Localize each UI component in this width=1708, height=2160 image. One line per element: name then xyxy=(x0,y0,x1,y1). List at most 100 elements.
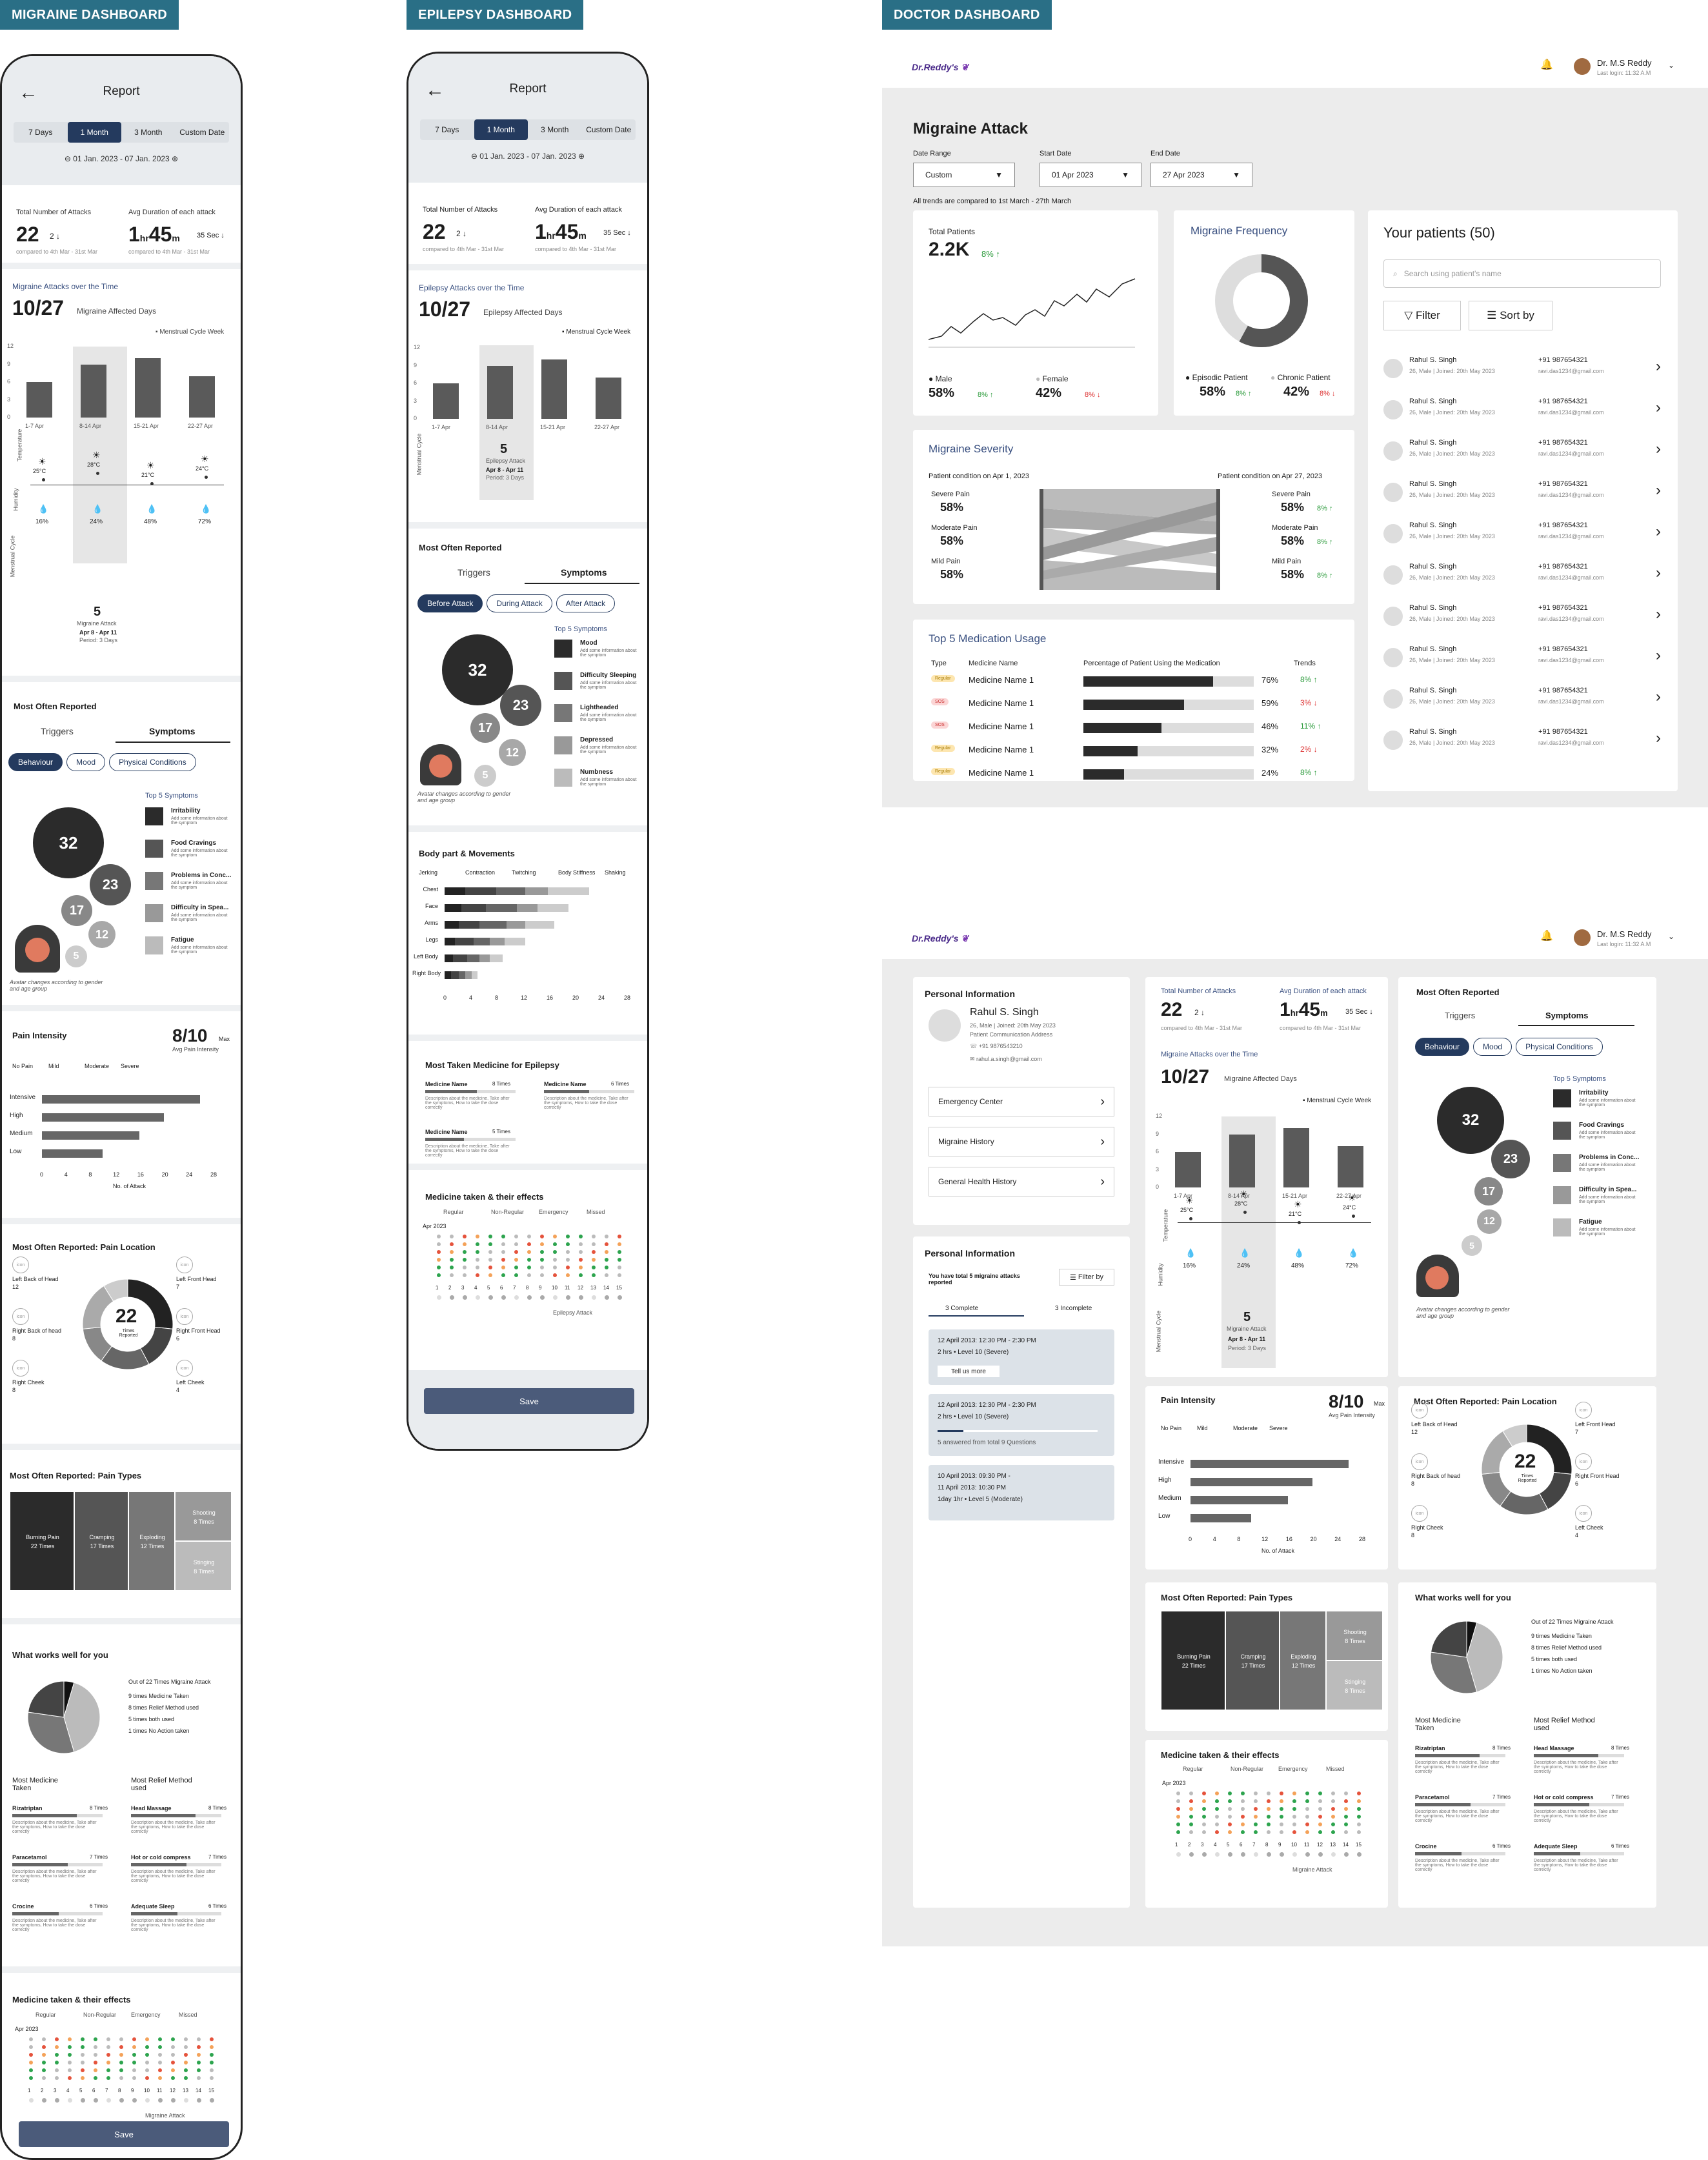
week-bar[interactable] xyxy=(1283,1128,1309,1187)
body-segment[interactable] xyxy=(507,921,525,929)
body-segment[interactable] xyxy=(525,887,548,895)
pill-mood[interactable]: Mood xyxy=(66,753,106,771)
pain-bar[interactable] xyxy=(42,1095,201,1104)
attack-card[interactable]: 12 April 2013: 12:30 PM - 2:30 PM 2 hrs •… xyxy=(929,1394,1114,1456)
pill-physical[interactable]: Physical Conditions xyxy=(1516,1038,1603,1056)
location-slice[interactable] xyxy=(103,1278,128,1302)
save-button[interactable]: Save xyxy=(19,2121,229,2147)
week-bar[interactable] xyxy=(487,365,513,419)
tab-custom[interactable]: Custom Date xyxy=(586,125,632,134)
body-segment[interactable] xyxy=(455,938,474,945)
body-segment[interactable] xyxy=(490,954,503,962)
pain-type-tile[interactable]: Exploding 12 Times xyxy=(128,1491,175,1591)
tab-incomplete[interactable]: 3 Incomplete xyxy=(1055,1305,1092,1312)
back-arrow-icon[interactable]: ← xyxy=(19,82,38,103)
prev-icon[interactable]: ⊖ xyxy=(64,154,74,163)
body-segment[interactable] xyxy=(479,954,490,962)
patient-row[interactable]: Rahul S. Singh 26, Male | Joined: 20th Ma… xyxy=(1368,600,1678,639)
avatar[interactable] xyxy=(1574,58,1591,75)
tell-more-button[interactable]: Tell us more xyxy=(938,1366,1000,1377)
date-range-select[interactable]: Custom ▼ xyxy=(913,163,1015,187)
tab-symptoms[interactable]: Symptoms xyxy=(561,567,607,578)
chevron-down-icon[interactable]: ⌄ xyxy=(1668,932,1675,941)
patient-row[interactable]: Rahul S. Singh 26, Male | Joined: 20th Ma… xyxy=(1368,394,1678,432)
pain-bar[interactable] xyxy=(42,1131,139,1140)
week-bar[interactable] xyxy=(541,359,567,419)
week-bar[interactable] xyxy=(1338,1146,1363,1187)
pain-type-tile[interactable]: Exploding 12 Times xyxy=(1280,1611,1326,1710)
info-link[interactable]: Emergency Center › xyxy=(929,1087,1114,1116)
next-icon[interactable]: ⊕ xyxy=(576,152,585,161)
body-segment[interactable] xyxy=(465,887,496,895)
patient-row[interactable]: Rahul S. Singh 26, Male | Joined: 20th Ma… xyxy=(1368,641,1678,680)
pain-type-tile[interactable]: Burning Pain 22 Times xyxy=(10,1491,74,1591)
tab-triggers[interactable]: Triggers xyxy=(457,567,490,578)
body-segment[interactable] xyxy=(538,904,568,912)
pain-bar[interactable] xyxy=(1191,1478,1312,1486)
patient-row[interactable]: Rahul S. Singh 26, Male | Joined: 20th Ma… xyxy=(1368,476,1678,515)
body-segment[interactable] xyxy=(467,954,480,962)
pain-type-tile[interactable]: Stinging 8 Times xyxy=(1326,1660,1383,1710)
body-segment[interactable] xyxy=(445,921,459,929)
pain-type-tile[interactable]: Shooting 8 Times xyxy=(1326,1611,1383,1660)
pain-type-tile[interactable]: Cramping 17 Times xyxy=(1225,1611,1280,1710)
attack-card[interactable]: 10 April 2013: 09:30 PM - 11 April 2013: … xyxy=(929,1465,1114,1520)
body-segment[interactable] xyxy=(450,971,459,979)
end-date-select[interactable]: 27 Apr 2023 ▼ xyxy=(1150,163,1252,187)
patient-row[interactable]: Rahul S. Singh 26, Male | Joined: 20th Ma… xyxy=(1368,518,1678,556)
patient-row[interactable]: Rahul S. Singh 26, Male | Joined: 20th Ma… xyxy=(1368,559,1678,598)
body-segment[interactable] xyxy=(486,904,517,912)
body-segment[interactable] xyxy=(461,904,486,912)
tab-3month[interactable]: 3 Month xyxy=(134,128,163,137)
next-icon[interactable]: ⊕ xyxy=(169,154,179,163)
body-segment[interactable] xyxy=(459,971,465,979)
tab-1month[interactable]: 1 Month xyxy=(67,122,121,143)
tab-complete[interactable]: 3 Complete xyxy=(945,1305,979,1312)
pill-behaviour[interactable]: Behaviour xyxy=(1415,1038,1470,1056)
search-input[interactable]: ⌕ Search using patient's name xyxy=(1383,259,1661,288)
tab-3month[interactable]: 3 Month xyxy=(541,125,569,134)
works-slice[interactable] xyxy=(28,1681,65,1718)
week-bar[interactable] xyxy=(189,376,215,418)
filter-button[interactable]: ▽ Filter xyxy=(1383,301,1461,330)
week-bar[interactable] xyxy=(26,382,52,418)
avatar[interactable] xyxy=(1574,929,1591,946)
tab-triggers[interactable]: Triggers xyxy=(41,726,74,736)
back-arrow-icon[interactable]: ← xyxy=(425,79,445,101)
body-segment[interactable] xyxy=(465,971,472,979)
chevron-down-icon[interactable]: ⌄ xyxy=(1668,61,1675,70)
body-segment[interactable] xyxy=(548,887,589,895)
start-date-select[interactable]: 01 Apr 2023 ▼ xyxy=(1040,163,1141,187)
pain-type-tile[interactable]: Shooting 8 Times xyxy=(175,1491,232,1541)
body-segment[interactable] xyxy=(490,938,505,945)
week-bar[interactable] xyxy=(135,358,161,418)
patient-row[interactable]: Rahul S. Singh 26, Male | Joined: 20th Ma… xyxy=(1368,683,1678,722)
body-segment[interactable] xyxy=(525,921,554,929)
week-bar[interactable] xyxy=(433,383,459,419)
pain-bar[interactable] xyxy=(42,1149,103,1158)
pill-before[interactable]: Before Attack xyxy=(417,594,483,612)
works-slice[interactable] xyxy=(27,1711,75,1754)
pain-bar[interactable] xyxy=(1191,1460,1349,1468)
info-link[interactable]: Migraine History › xyxy=(929,1127,1114,1156)
save-button[interactable]: Save xyxy=(424,1388,634,1414)
week-bar[interactable] xyxy=(596,377,621,419)
tab-7days[interactable]: 7 Days xyxy=(435,125,459,134)
pain-type-tile[interactable]: Burning Pain 22 Times xyxy=(1161,1611,1225,1710)
body-segment[interactable] xyxy=(445,971,451,979)
works-slice[interactable] xyxy=(1466,1622,1503,1693)
works-slice[interactable] xyxy=(1431,1620,1467,1658)
sort-button[interactable]: ☰ Sort by xyxy=(1469,301,1552,330)
location-slice[interactable] xyxy=(1502,1424,1527,1448)
works-slice[interactable] xyxy=(63,1682,101,1753)
week-bar[interactable] xyxy=(1229,1134,1255,1187)
body-segment[interactable] xyxy=(471,971,478,979)
body-segment[interactable] xyxy=(445,954,453,962)
tab-custom[interactable]: Custom Date xyxy=(179,128,225,137)
bell-icon[interactable]: 🔔 xyxy=(1540,59,1553,70)
patient-row[interactable]: Rahul S. Singh 26, Male | Joined: 20th Ma… xyxy=(1368,352,1678,391)
body-segment[interactable] xyxy=(473,938,490,945)
pill-mood[interactable]: Mood xyxy=(1473,1038,1512,1056)
works-slice[interactable] xyxy=(1430,1651,1478,1694)
prev-icon[interactable]: ⊖ xyxy=(470,152,480,161)
